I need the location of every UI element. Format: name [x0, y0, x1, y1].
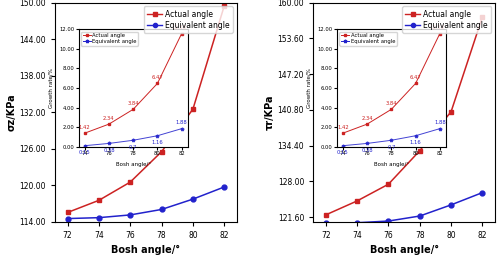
Equivalent angle: [448, 203, 454, 206]
Legend: Actual angle, Equivalent angle: Actual angle, Equivalent angle: [144, 6, 233, 33]
Actual angle: [64, 211, 70, 214]
Equivalent angle: [322, 222, 328, 225]
X-axis label: Bosh angle/°: Bosh angle/°: [370, 245, 438, 255]
Actual angle: [354, 199, 360, 203]
Y-axis label: σz/KPa: σz/KPa: [6, 93, 16, 131]
Actual angle: [417, 149, 423, 152]
Equivalent angle: [96, 216, 102, 219]
Y-axis label: τr/KPa: τr/KPa: [265, 95, 275, 130]
Equivalent angle: [127, 213, 133, 217]
Line: Actual angle: Actual angle: [65, 3, 226, 215]
Equivalent angle: [222, 185, 228, 189]
Actual angle: [322, 213, 328, 217]
Line: Equivalent angle: Equivalent angle: [65, 184, 226, 221]
Actual angle: [158, 150, 164, 153]
X-axis label: Bosh angle/°: Bosh angle/°: [112, 245, 180, 255]
Equivalent angle: [386, 219, 392, 223]
Equivalent angle: [417, 214, 423, 218]
Actual angle: [448, 110, 454, 113]
Line: Actual angle: Actual angle: [324, 14, 485, 217]
Line: Equivalent angle: Equivalent angle: [324, 190, 485, 226]
Actual angle: [386, 183, 392, 186]
Actual angle: [96, 199, 102, 202]
Equivalent angle: [158, 208, 164, 211]
Actual angle: [480, 15, 486, 18]
Equivalent angle: [354, 221, 360, 224]
Actual angle: [127, 180, 133, 184]
Legend: Actual angle, Equivalent angle: Actual angle, Equivalent angle: [402, 6, 491, 33]
Equivalent angle: [190, 198, 196, 201]
Equivalent angle: [64, 217, 70, 220]
Equivalent angle: [480, 191, 486, 194]
Actual angle: [222, 4, 228, 7]
Actual angle: [190, 108, 196, 111]
